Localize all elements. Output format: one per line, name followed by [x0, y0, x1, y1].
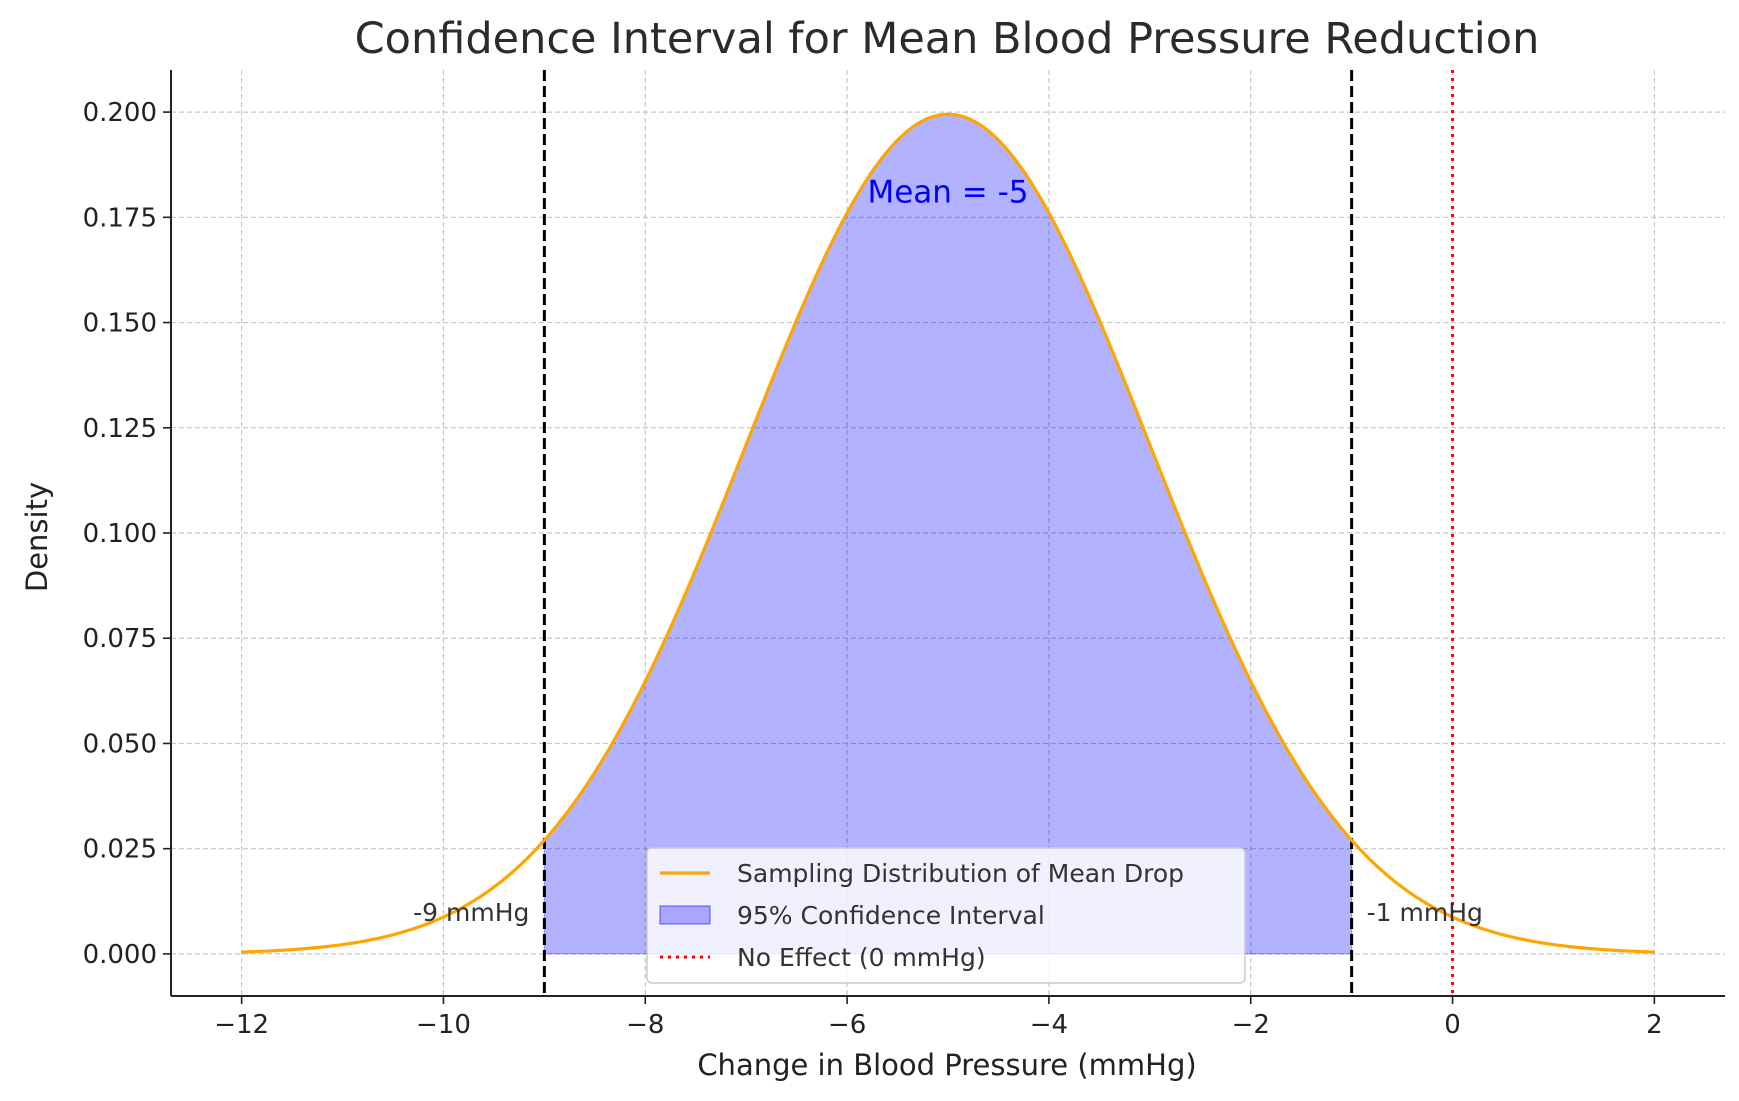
y-tick-label: 0.125 — [83, 414, 157, 444]
y-axis-label: Density — [20, 482, 54, 592]
x-tick-label: −6 — [828, 1010, 866, 1040]
legend: Sampling Distribution of Mean Drop 95% Co… — [646, 847, 1246, 984]
y-tick-label: 0.100 — [83, 519, 157, 549]
legend-marker-patch — [659, 905, 711, 925]
mean-annotation: Mean = -5 — [867, 174, 1028, 210]
y-tick-label: 0.000 — [83, 940, 157, 970]
legend-entry-label: Sampling Distribution of Mean Drop — [737, 859, 1184, 888]
legend-entry-label: 95% Confidence Interval — [737, 901, 1045, 930]
x-tick-label: 0 — [1444, 1010, 1461, 1040]
ticks: −12 −10 −8 −6 −4 −2 0 2 0.000 0.025 0.050 0.075 0.10… — [83, 98, 1663, 1040]
legend-box — [646, 847, 1246, 984]
y-tick-label: 0.200 — [83, 98, 157, 128]
x-axis-label: Change in Blood Pressure (mmHg) — [697, 1048, 1196, 1082]
legend-entry-label: No Effect (0 mmHg) — [737, 943, 986, 972]
annotations: Mean = -5 -9 mmHg -1 mmHg — [413, 174, 1483, 927]
lower-bound-annotation: -9 mmHg — [413, 898, 529, 927]
y-tick-label: 0.025 — [83, 835, 157, 865]
upper-bound-annotation: -1 mmHg — [1367, 898, 1483, 927]
x-tick-label: −4 — [1030, 1010, 1068, 1040]
x-tick-label: −8 — [626, 1010, 664, 1040]
grid — [171, 70, 1725, 996]
x-tick-label: −12 — [214, 1010, 269, 1040]
x-tick-label: 2 — [1646, 1010, 1663, 1040]
x-tick-label: −10 — [416, 1010, 471, 1040]
chart-title: Confidence Interval for Mean Blood Press… — [355, 14, 1540, 64]
x-tick-label: −2 — [1232, 1010, 1270, 1040]
y-tick-label: 0.150 — [83, 309, 157, 339]
y-tick-label: 0.075 — [83, 624, 157, 654]
curve-layer — [241, 112, 1655, 954]
y-tick-label: 0.175 — [83, 203, 157, 233]
sampling-distribution-curve — [241, 112, 1655, 954]
y-tick-label: 0.050 — [83, 729, 157, 759]
